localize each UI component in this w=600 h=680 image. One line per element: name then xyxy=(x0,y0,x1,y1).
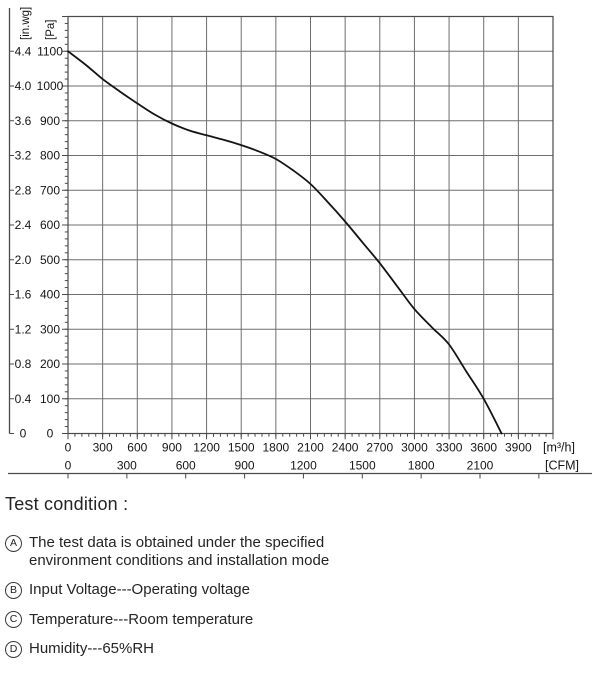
test-condition-item: B Input Voltage---Operating voltage xyxy=(5,581,585,599)
pa-tick-label: 0 xyxy=(47,427,54,441)
x-tick-label: 3300 xyxy=(436,441,463,455)
condition-text: Input Voltage---Operating voltage xyxy=(29,581,250,598)
y-axis-unit-inwg: [in.wg] xyxy=(20,7,32,40)
cfm-tick-label: 2100 xyxy=(467,459,494,473)
pa-tick-label: 100 xyxy=(40,392,60,406)
airflow-pressure-chart: 0 300 600 900 1200 1500 1800 2100 2400 2700 3000 33… xyxy=(8,7,592,479)
inwg-tick-label: 0.8 xyxy=(15,357,32,371)
pa-tick-label: 900 xyxy=(40,114,60,128)
pa-tick-label: 600 xyxy=(40,218,60,232)
condition-key-badge: C xyxy=(5,611,22,628)
x-tick-label: 1500 xyxy=(228,441,255,455)
cfm-tick-label: 1800 xyxy=(408,459,435,473)
x-tick-label: 2400 xyxy=(332,441,359,455)
x-axis-ticks xyxy=(67,433,554,440)
x-axis-unit-m3h: [m³/h] xyxy=(543,441,575,455)
inwg-tick-label: 3.2 xyxy=(15,149,32,163)
condition-text: The test data is obtained under the spec… xyxy=(29,534,330,569)
x-tick-label: 600 xyxy=(127,441,147,455)
y-axis-labels-pa: 0 100 200 300 400 500 600 700 800 900 1000 1100 [Pa] xyxy=(37,20,64,441)
inwg-tick-label: 4.4 xyxy=(15,44,32,58)
pa-tick-label: 200 xyxy=(40,357,60,371)
pa-tick-label: 800 xyxy=(40,149,60,163)
condition-key-badge: B xyxy=(5,581,22,599)
y-axis-unit-pa: [Pa] xyxy=(45,20,57,40)
cfm-tick-label: 300 xyxy=(117,459,137,473)
cfm-tick-label: 600 xyxy=(176,459,196,473)
cfm-tick-label: 1200 xyxy=(290,459,317,473)
pa-tick-label: 700 xyxy=(40,183,60,197)
cfm-tick-label: 900 xyxy=(235,459,255,473)
inwg-tick-label: 4.0 xyxy=(15,79,32,93)
condition-text: Humidity---65%RH xyxy=(29,640,155,657)
x-tick-label: 3600 xyxy=(470,441,497,455)
x-tick-label: 900 xyxy=(162,441,182,455)
x-tick-label: 2700 xyxy=(366,441,393,455)
x-tick-label: 3900 xyxy=(505,441,532,455)
condition-key-badge: D xyxy=(5,640,22,658)
test-conditions-section: Test condition : A The test data is obtai… xyxy=(5,494,585,670)
cfm-tick-label: 1500 xyxy=(349,459,376,473)
inwg-axis: 0 0.4 0.8 1.2 1.6 2.0 2.4 2.8 3.2 3.6 4.0 4.4 [in.wg… xyxy=(8,7,32,441)
x-tick-label: 3000 xyxy=(401,441,428,455)
condition-key-badge: A xyxy=(5,534,22,552)
pa-tick-label: 400 xyxy=(40,288,60,302)
pa-tick-label: 1100 xyxy=(37,44,63,58)
x-tick-label: 1200 xyxy=(193,441,220,455)
inwg-tick-label: 2.4 xyxy=(15,218,32,232)
cfm-tick-label: 0 xyxy=(65,459,72,473)
test-condition-item: C Temperature---Room temperature xyxy=(5,610,585,628)
chart-area: 0 300 600 900 1200 1500 1800 2100 2400 2700 3000 33… xyxy=(8,7,592,479)
inwg-tick-label: 1.6 xyxy=(15,288,32,302)
x-tick-label: 2100 xyxy=(297,441,324,455)
pa-tick-label: 1000 xyxy=(37,79,64,93)
test-conditions-list: A The test data is obtained under the spe… xyxy=(5,534,585,658)
x-tick-label: 300 xyxy=(93,441,113,455)
cfm-axis: 0 300 600 900 1200 1500 1800 2100 [CFM] xyxy=(8,459,592,479)
x-tick-label: 0 xyxy=(65,441,72,455)
inwg-tick-label: 2.8 xyxy=(15,183,32,197)
y-axis-ticks xyxy=(62,16,68,434)
inwg-tick-label: 3.6 xyxy=(15,114,32,128)
inwg-tick-label: 2.0 xyxy=(15,253,32,267)
pa-tick-label: 300 xyxy=(40,322,60,336)
inwg-tick-label: 0 xyxy=(20,427,27,441)
inwg-tick-label: 1.2 xyxy=(15,322,32,336)
test-condition-item: A The test data is obtained under the spe… xyxy=(5,534,585,569)
x-axis-labels-m3h: 0 300 600 900 1200 1500 1800 2100 2400 2700 3000 33… xyxy=(65,441,575,455)
condition-text: Temperature---Room temperature xyxy=(29,610,254,628)
test-condition-item: D Humidity---65%RH xyxy=(5,640,585,658)
grid-lines xyxy=(68,16,553,434)
x-tick-label: 1800 xyxy=(263,441,290,455)
x-axis-unit-cfm: [CFM] xyxy=(545,459,579,473)
test-conditions-title: Test condition : xyxy=(5,494,129,514)
inwg-tick-label: 0.4 xyxy=(15,392,32,406)
pa-tick-label: 500 xyxy=(40,253,60,267)
pressure-curve xyxy=(67,50,503,435)
